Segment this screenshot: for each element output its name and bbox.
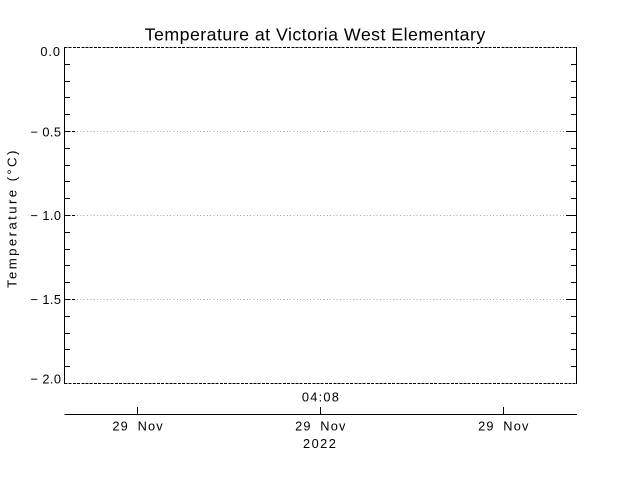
svg-text:−2.0: −2.0 [31, 372, 62, 387]
svg-text:−0.5: −0.5 [31, 125, 62, 140]
svg-text:2022: 2022 [303, 436, 337, 451]
svg-text:−1.0: −1.0 [31, 208, 62, 223]
svg-text:04:08: 04:08 [302, 389, 340, 404]
svg-text:Temperature (°C): Temperature (°C) [4, 148, 19, 288]
svg-text:29 Nov: 29 Nov [478, 419, 529, 434]
svg-text:Temperature at Victoria West E: Temperature at Victoria West Elementary [145, 24, 486, 44]
svg-text:−1.5: −1.5 [31, 292, 62, 307]
svg-text:29 Nov: 29 Nov [295, 419, 346, 434]
svg-text:0.0: 0.0 [40, 44, 61, 59]
svg-text:29 Nov: 29 Nov [112, 419, 163, 434]
